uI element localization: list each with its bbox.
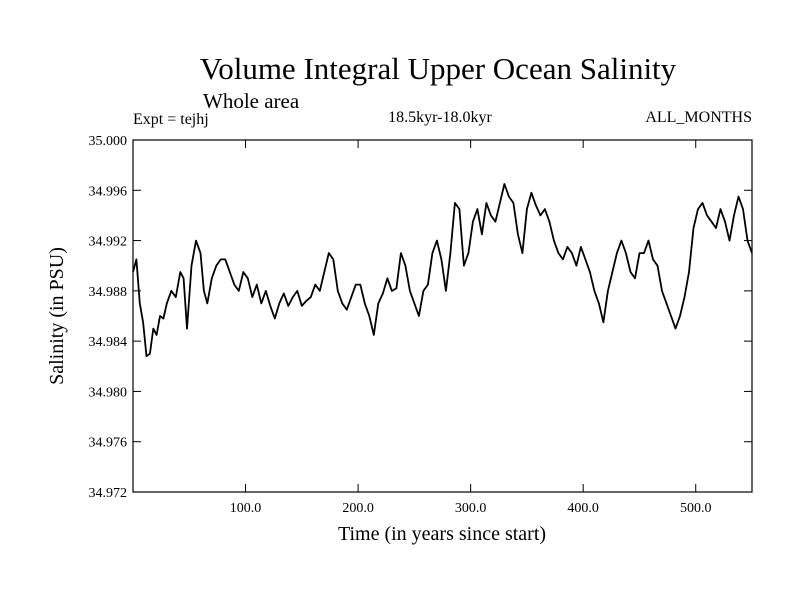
y-tick-label: 34.988	[89, 285, 128, 300]
plot-frame	[132, 139, 753, 493]
y-tick-label: 34.984	[89, 335, 128, 350]
x-tick-label: 500.0	[680, 501, 712, 516]
x-tick-label: 400.0	[567, 501, 599, 516]
y-tick-label: 34.992	[89, 235, 128, 250]
y-tick-label: 34.996	[89, 184, 128, 199]
x-tick-label: 300.0	[455, 501, 487, 516]
x-axis-label: Time (in years since start)	[338, 523, 546, 545]
y-tick-label: 34.980	[89, 385, 128, 400]
chart-subtitle: Whole area	[203, 89, 300, 113]
x-tick-label: 100.0	[230, 501, 262, 516]
y-tick-label: 34.976	[89, 436, 128, 451]
months-label: ALL_MONTHS	[645, 109, 752, 126]
y-axis-label: Salinity (in PSU)	[46, 247, 68, 385]
experiment-label: Expt = tejhj	[133, 111, 209, 128]
y-tick-label: 35.000	[89, 134, 128, 149]
y-tick-label: 34.972	[89, 486, 128, 501]
chart-title: Volume Integral Upper Ocean Salinity	[200, 51, 677, 86]
x-tick-label: 200.0	[342, 501, 374, 516]
period-label: 18.5kyr-18.0kyr	[388, 109, 492, 126]
salinity-series-line	[132, 183, 753, 358]
x-axis: 100.0 200.0 300.0 400.0 500.0	[230, 140, 712, 516]
